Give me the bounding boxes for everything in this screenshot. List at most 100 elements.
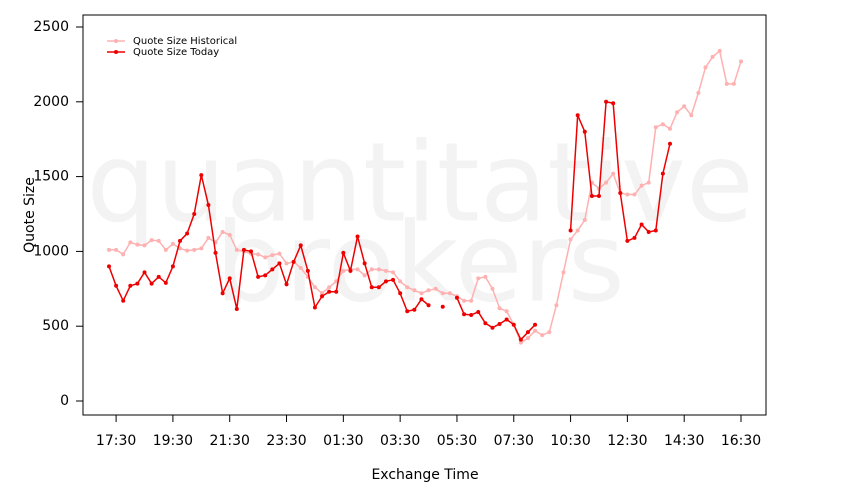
point (497, 306, 502, 311)
point (362, 261, 367, 266)
point (348, 268, 353, 273)
point (149, 281, 154, 286)
y-tick-label: 1500 (33, 169, 69, 185)
y-tick-label: 2500 (33, 19, 69, 35)
x-tick-label: 17:30 (96, 433, 136, 449)
point (227, 276, 232, 281)
point (568, 228, 573, 233)
legend-marker (114, 39, 118, 43)
point (199, 246, 204, 251)
point (376, 267, 381, 272)
point (256, 274, 261, 279)
point (618, 191, 623, 196)
point (419, 291, 424, 296)
point (469, 298, 474, 303)
point (575, 228, 580, 233)
point (582, 217, 587, 222)
point (199, 173, 204, 178)
point (241, 247, 246, 252)
point (433, 286, 438, 291)
point (533, 328, 538, 333)
point (405, 285, 410, 290)
point (391, 277, 396, 282)
point (114, 247, 119, 252)
point (469, 312, 474, 317)
point (476, 276, 481, 281)
point (178, 246, 183, 251)
point (660, 122, 665, 127)
point (305, 268, 310, 273)
point (341, 268, 346, 273)
point (646, 229, 651, 234)
point (178, 238, 183, 243)
point (128, 283, 133, 288)
point (454, 295, 459, 300)
point (724, 81, 729, 86)
point (249, 249, 254, 254)
point (739, 59, 743, 64)
point (227, 232, 232, 237)
point (206, 235, 211, 240)
point (234, 306, 239, 311)
point (462, 298, 467, 303)
point (483, 274, 488, 279)
x-tick-label: 12:30 (607, 433, 647, 449)
x-axis-label: Exchange Time (371, 467, 478, 483)
point (298, 243, 303, 248)
point (518, 340, 523, 345)
x-tick-label: 21:30 (210, 433, 250, 449)
point (383, 279, 388, 284)
point (604, 180, 609, 185)
point (426, 288, 431, 293)
x-tick-label: 16:30 (721, 433, 761, 449)
point (391, 270, 396, 275)
point (675, 110, 680, 115)
point (135, 281, 140, 286)
point (646, 180, 651, 185)
legend-marker (114, 50, 118, 54)
point (291, 259, 296, 264)
point (334, 289, 339, 294)
plot-frame (82, 14, 767, 416)
x-tick-label: 07:30 (494, 433, 534, 449)
point (327, 289, 332, 294)
point (689, 113, 694, 118)
point (142, 243, 147, 248)
point (639, 222, 644, 227)
point (256, 252, 261, 257)
point (376, 285, 381, 290)
point (568, 237, 573, 242)
point (525, 336, 530, 341)
point (653, 125, 658, 130)
point (525, 330, 530, 335)
point (312, 305, 317, 310)
point (192, 247, 197, 252)
point (440, 291, 445, 296)
y-tick-label: 2000 (33, 94, 69, 110)
point (327, 285, 332, 290)
watermark: brokers (215, 198, 625, 326)
point (710, 54, 715, 59)
point (490, 286, 495, 291)
point (163, 247, 168, 252)
y-tick-label: 0 (60, 393, 69, 409)
point (213, 250, 218, 255)
point (611, 171, 616, 176)
point (263, 255, 268, 260)
point (596, 194, 601, 199)
point (206, 203, 211, 208)
point (412, 307, 417, 312)
point (121, 298, 126, 303)
point (220, 291, 225, 296)
legend-label: Quote Size Today (133, 47, 219, 58)
point (511, 322, 516, 327)
point (717, 48, 722, 53)
point (156, 274, 161, 279)
point (163, 280, 168, 285)
point (135, 242, 140, 247)
x-tick-label: 10:30 (550, 433, 590, 449)
x-tick-label: 05:30 (437, 433, 477, 449)
point (128, 240, 133, 245)
point (320, 291, 325, 296)
point (369, 267, 374, 272)
